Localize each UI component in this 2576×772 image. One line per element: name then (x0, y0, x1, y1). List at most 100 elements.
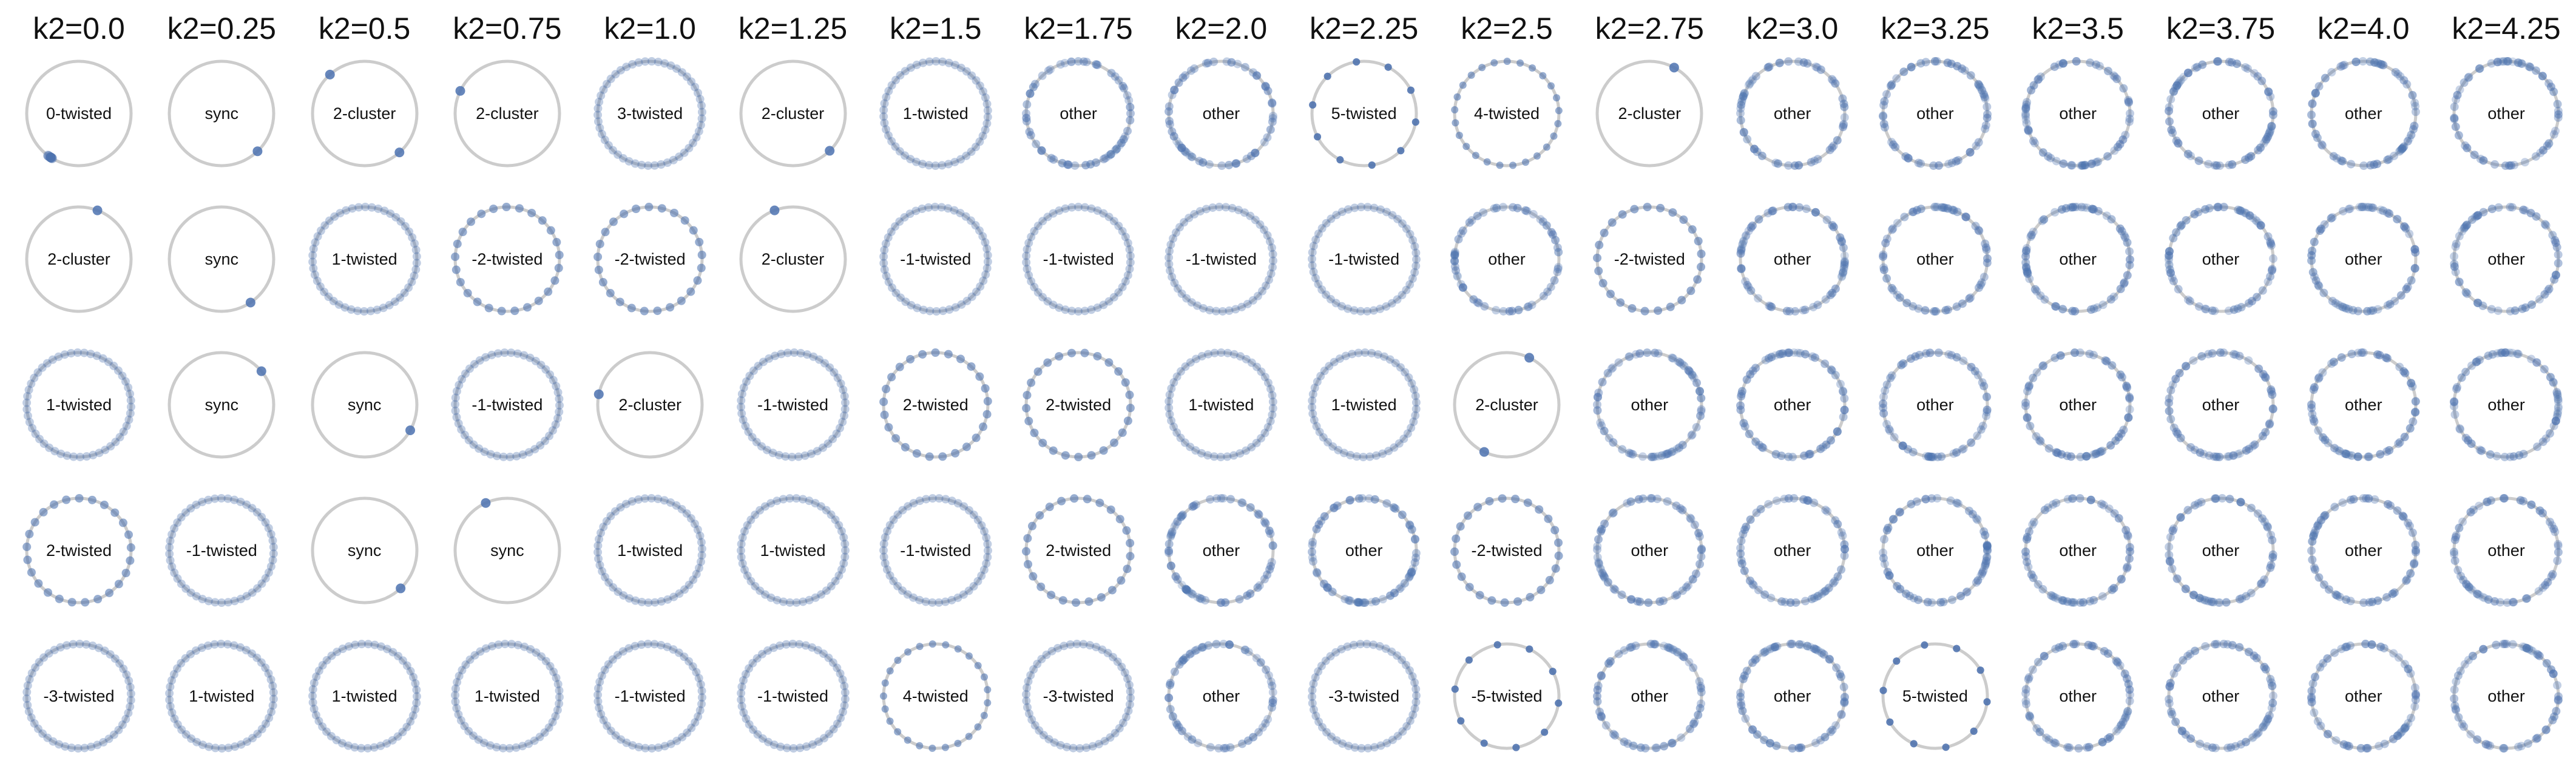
oscillator-dot (975, 137, 984, 146)
oscillator-dot (264, 669, 273, 678)
oscillator-dot (22, 688, 32, 697)
oscillator-dot (1748, 580, 1757, 589)
oscillator-dot (2461, 222, 2470, 231)
oscillator-dot (1697, 683, 1706, 692)
oscillator-dot (2164, 695, 2173, 704)
oscillator-dot (1656, 203, 1665, 212)
oscillator-dot (1023, 533, 1032, 543)
oscillator-dot (2165, 247, 2174, 256)
oscillator-dot (2364, 452, 2373, 461)
oscillator-dot (1028, 521, 1037, 530)
oscillator-dot (2265, 127, 2274, 137)
oscillator-dot (1751, 437, 1760, 446)
oscillator-dot (1824, 583, 1833, 592)
oscillator-dot (1947, 158, 1956, 168)
oscillator-dot (1125, 265, 1134, 274)
oscillator-dot (67, 743, 76, 753)
oscillator-dot (670, 208, 679, 217)
oscillator-dot (1793, 348, 1802, 357)
oscillator-dot (2267, 121, 2276, 130)
oscillator-dot (2323, 730, 2332, 739)
oscillator-dot (2181, 362, 2190, 371)
oscillator-dot (42, 151, 53, 161)
oscillator-dot (2050, 208, 2060, 217)
oscillator-dot (971, 143, 980, 152)
oscillator-dot (62, 495, 71, 504)
oscillator-dot (2454, 713, 2463, 722)
oscillator-dot (2323, 654, 2332, 663)
oscillator-dot (1411, 118, 1419, 126)
oscillator-dot (1473, 298, 1482, 307)
oscillator-dot (1810, 644, 1819, 653)
oscillator-dot (1493, 641, 1501, 649)
oscillator-dot (2098, 592, 2108, 601)
oscillator-dot (350, 743, 359, 752)
oscillator-dot (1397, 147, 1405, 155)
oscillator-dot (1555, 699, 1563, 707)
oscillator-dot (338, 645, 347, 654)
oscillator-dot (965, 733, 973, 740)
oscillator-dot (2033, 580, 2043, 589)
oscillator-dot (1043, 358, 1052, 367)
oscillator-dot (2254, 728, 2263, 737)
oscillator-dot (944, 350, 953, 359)
oscillator-dot (829, 725, 838, 734)
oscillator-dot (1037, 654, 1046, 663)
oscillator-dot (1450, 257, 1459, 266)
oscillator-dot (1977, 86, 1986, 95)
oscillator-dot (186, 649, 195, 659)
oscillator-dot (1939, 203, 1949, 212)
oscillator-dot (1776, 350, 1785, 359)
oscillator-dot (981, 125, 990, 134)
oscillator-dot (2475, 501, 2484, 510)
oscillator-dot (1511, 495, 1520, 504)
oscillator-dot (309, 705, 319, 713)
oscillator-dot (265, 524, 274, 533)
oscillator-dot (1126, 552, 1135, 561)
oscillator-dot (695, 237, 704, 246)
oscillator-dot (1839, 120, 1848, 129)
oscillator-dot (262, 574, 271, 583)
ring-diagram (1307, 203, 1421, 316)
oscillator-dot (1046, 65, 1055, 74)
oscillator-dot (1953, 156, 1962, 165)
oscillator-dot (1975, 226, 1984, 235)
oscillator-dot (1756, 504, 1765, 513)
oscillator-dot (2409, 417, 2418, 426)
oscillator-dot (2267, 265, 2276, 274)
oscillator-dot (2171, 83, 2180, 92)
oscillator-dot (1467, 71, 1475, 79)
oscillator-dot (205, 742, 214, 751)
oscillator-dot (1773, 159, 1782, 168)
oscillator-dot (1523, 302, 1532, 311)
oscillator-dot (837, 418, 847, 427)
oscillator-dot (1836, 672, 1845, 682)
oscillator-dot (1805, 450, 1814, 459)
oscillator-dot (893, 728, 901, 736)
oscillator-dot (1942, 743, 1950, 751)
oscillator-dot (680, 216, 689, 225)
ring-diagram (1022, 203, 1135, 316)
oscillator-dot (2023, 244, 2032, 253)
state-cell: 5-twisted (1878, 638, 1993, 754)
oscillator-dot (1322, 218, 1331, 228)
oscillator-dot (816, 590, 825, 599)
oscillator-dot (2183, 69, 2192, 78)
oscillator-dot (2164, 543, 2173, 552)
oscillator-dot (834, 571, 843, 580)
oscillator-dot (2455, 232, 2464, 241)
oscillator-dot (2455, 523, 2464, 532)
oscillator-dot (2308, 268, 2317, 277)
oscillator-dot (44, 151, 54, 161)
oscillator-dot (258, 725, 267, 734)
ring-track (1310, 205, 1418, 313)
oscillator-dot (594, 554, 603, 563)
oscillator-dot (2080, 161, 2089, 170)
oscillator-dot (1309, 679, 1318, 688)
oscillator-dot (916, 742, 924, 750)
oscillator-dot (2200, 595, 2209, 604)
oscillator-dot (47, 153, 58, 163)
oscillator-dot (1805, 643, 1814, 652)
ring-diagram (1593, 640, 1706, 753)
oscillator-dot (181, 654, 190, 663)
